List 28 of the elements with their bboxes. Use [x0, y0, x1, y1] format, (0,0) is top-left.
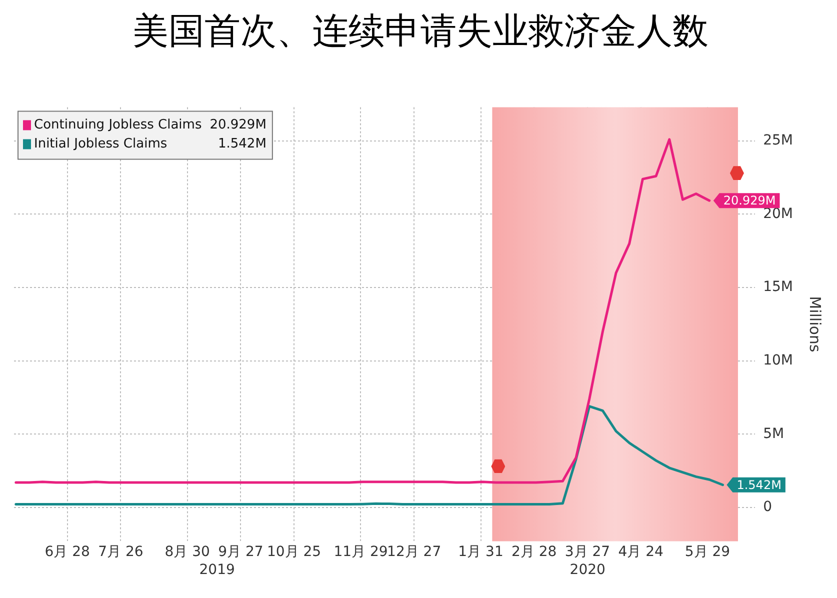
- y-tick-label: 5M: [763, 426, 784, 442]
- y-tick-label: 20M: [763, 206, 794, 222]
- x-tick-label: 5月 29: [684, 544, 730, 560]
- text: 1.542M: [218, 136, 266, 152]
- chart-title: 美国首次、连续申请失业救济金人数: [132, 10, 708, 52]
- text: 2020: [570, 562, 606, 578]
- x-tick-label: 8月 30: [164, 544, 210, 560]
- x-tick-label: 7月 26: [98, 544, 144, 560]
- x-tick-label: 1月 31: [458, 544, 504, 560]
- x-tick-label: 10月 25: [267, 544, 322, 560]
- x-tick-label: 4月 24: [618, 544, 664, 560]
- legend-label: Continuing Jobless Claims: [34, 118, 202, 133]
- y-tick-label: 0: [763, 499, 772, 516]
- y-tick-label: 25M: [763, 132, 794, 149]
- x-tick-label: 12月 27: [387, 544, 442, 560]
- x-tick-label: 9月 27: [218, 544, 264, 560]
- x-tick-label: 3月 27: [564, 544, 610, 560]
- text: 2019: [199, 562, 235, 578]
- y-tick-label: 15M: [763, 279, 794, 296]
- data-label: 20.929M: [723, 194, 776, 208]
- data-label: 1.542M: [736, 478, 782, 492]
- y-axis-title: Millions: [806, 296, 824, 352]
- legend-label: Initial Jobless Claims: [34, 136, 168, 152]
- y-tick-label: 10M: [763, 352, 794, 368]
- x-tick-label: 2月 28: [512, 544, 557, 560]
- x-tick-label: 6月 28: [44, 544, 90, 560]
- text: 20.929M: [210, 118, 266, 133]
- x-tick-label: 11月 29: [334, 544, 388, 560]
